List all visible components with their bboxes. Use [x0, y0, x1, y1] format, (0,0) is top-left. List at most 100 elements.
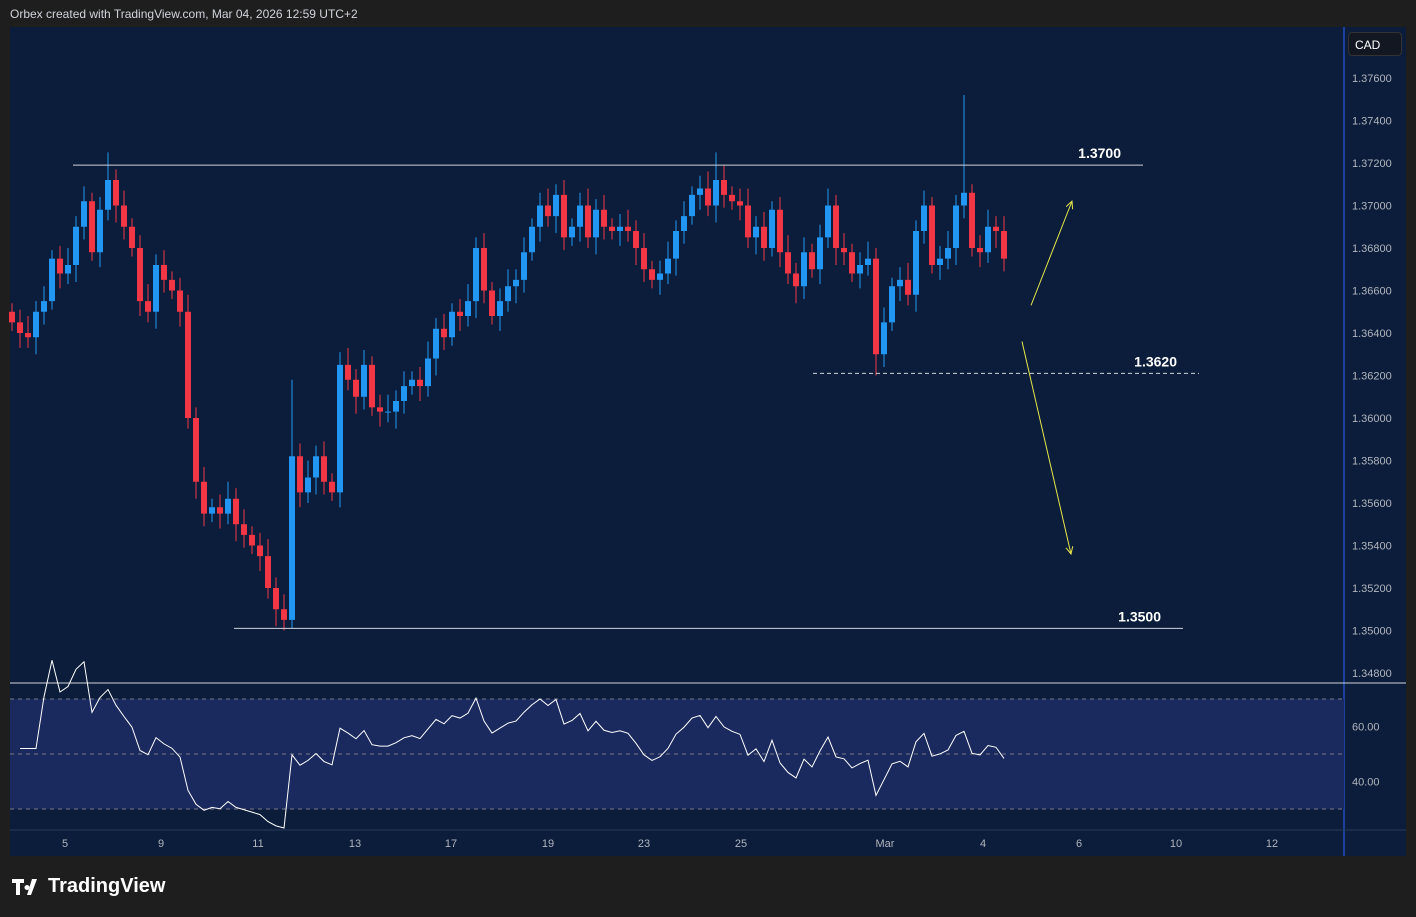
candle-body [809, 252, 815, 270]
arrow-head-icon [1065, 546, 1074, 556]
time-tick-label: 6 [1076, 838, 1082, 850]
candle-body [137, 248, 143, 302]
time-tick-label: 10 [1170, 838, 1182, 850]
candle-body [585, 205, 591, 238]
candle-body [17, 322, 23, 333]
candle-body [441, 328, 447, 338]
candle-body [921, 205, 927, 231]
candle-body [609, 226, 615, 231]
candle-body [225, 498, 231, 514]
candle-body [889, 286, 895, 323]
candle-body [25, 333, 31, 338]
candle-body [201, 481, 207, 514]
candle-body [97, 209, 103, 253]
candle-body [497, 301, 503, 316]
candle-body [489, 290, 495, 316]
candle-body [409, 379, 415, 387]
candle-body [249, 534, 255, 546]
chart-attribution: Orbex created with TradingView.com, Mar … [10, 7, 358, 21]
candle-body [553, 194, 559, 217]
candle-body [897, 279, 903, 287]
candle-body [561, 194, 567, 238]
price-tick-label: 1.35000 [1352, 626, 1392, 638]
candle-body [993, 226, 999, 231]
candle-body [361, 364, 367, 397]
candle-body [241, 524, 247, 535]
candle-body [961, 192, 967, 206]
candle-body [89, 201, 95, 253]
time-tick-label: 17 [445, 838, 457, 850]
candle-body [681, 216, 687, 231]
candle-body [281, 609, 287, 620]
price-tick-label: 1.35600 [1352, 498, 1392, 510]
candle-body [529, 226, 535, 253]
candle-body [521, 252, 527, 280]
price-tick-label: 1.37000 [1352, 201, 1392, 213]
candle-body [257, 545, 263, 557]
candle-body [417, 379, 423, 387]
candle-body [569, 226, 575, 238]
candle-body [473, 248, 479, 302]
candle-body [849, 252, 855, 274]
candle-body [1001, 231, 1007, 259]
time-tick-label: 19 [542, 838, 554, 850]
level-label: 1.3620 [1134, 353, 1177, 369]
candle-body [665, 258, 671, 274]
candle-body [793, 273, 799, 287]
candle-body [345, 364, 351, 380]
candle-body [457, 311, 463, 316]
candle-body [321, 456, 327, 482]
candle-body [401, 386, 407, 401]
candle-body [337, 364, 343, 493]
candle-body [177, 290, 183, 312]
candle-body [121, 205, 127, 227]
candle-body [129, 226, 135, 248]
candle-body [593, 209, 599, 238]
candle-body [729, 194, 735, 202]
candle-body [825, 205, 831, 238]
tradingview-logo[interactable]: TradingView [12, 875, 165, 898]
candle-body [777, 209, 783, 253]
candle-body [537, 205, 543, 227]
price-tick-label: 1.36800 [1352, 243, 1392, 255]
candle-body [145, 301, 151, 312]
candle-body [785, 252, 791, 274]
tradingview-logo-icon [12, 878, 37, 895]
candle-body [633, 231, 639, 248]
rsi-line [20, 660, 1005, 829]
candle-body [721, 180, 727, 195]
candle-body [449, 311, 455, 338]
candle-body [153, 265, 159, 312]
candle-body [297, 456, 303, 493]
candle-body [945, 248, 951, 259]
candle-body [369, 364, 375, 408]
arrow-down [1021, 341, 1072, 555]
candle-body [641, 248, 647, 270]
candle-body [705, 188, 711, 206]
price-tick-label: 1.37200 [1352, 158, 1392, 170]
candle-body [505, 286, 511, 302]
candle-body [865, 258, 871, 265]
candle-body [305, 477, 311, 493]
candle-body [313, 456, 319, 478]
time-tick-label: 9 [158, 838, 164, 850]
candle-body [601, 209, 607, 227]
candle-body [393, 401, 399, 412]
candle-body [801, 252, 807, 287]
candle-body [737, 201, 743, 206]
candle-body [977, 248, 983, 253]
time-tick-label: 5 [62, 838, 68, 850]
time-tick-label: 12 [1266, 838, 1278, 850]
candle-body [649, 269, 655, 280]
candle-body [833, 205, 839, 248]
rsi-tick-label: 60.00 [1352, 722, 1380, 734]
candle-body [841, 248, 847, 253]
rsi-tick-label: 40.00 [1352, 777, 1380, 789]
candle-body [65, 265, 71, 274]
candle-body [169, 279, 175, 291]
candle-body [985, 226, 991, 253]
time-tick-label: Mar [876, 838, 895, 850]
currency-button[interactable]: CAD [1348, 32, 1402, 56]
level-label: 1.3500 [1118, 608, 1161, 624]
